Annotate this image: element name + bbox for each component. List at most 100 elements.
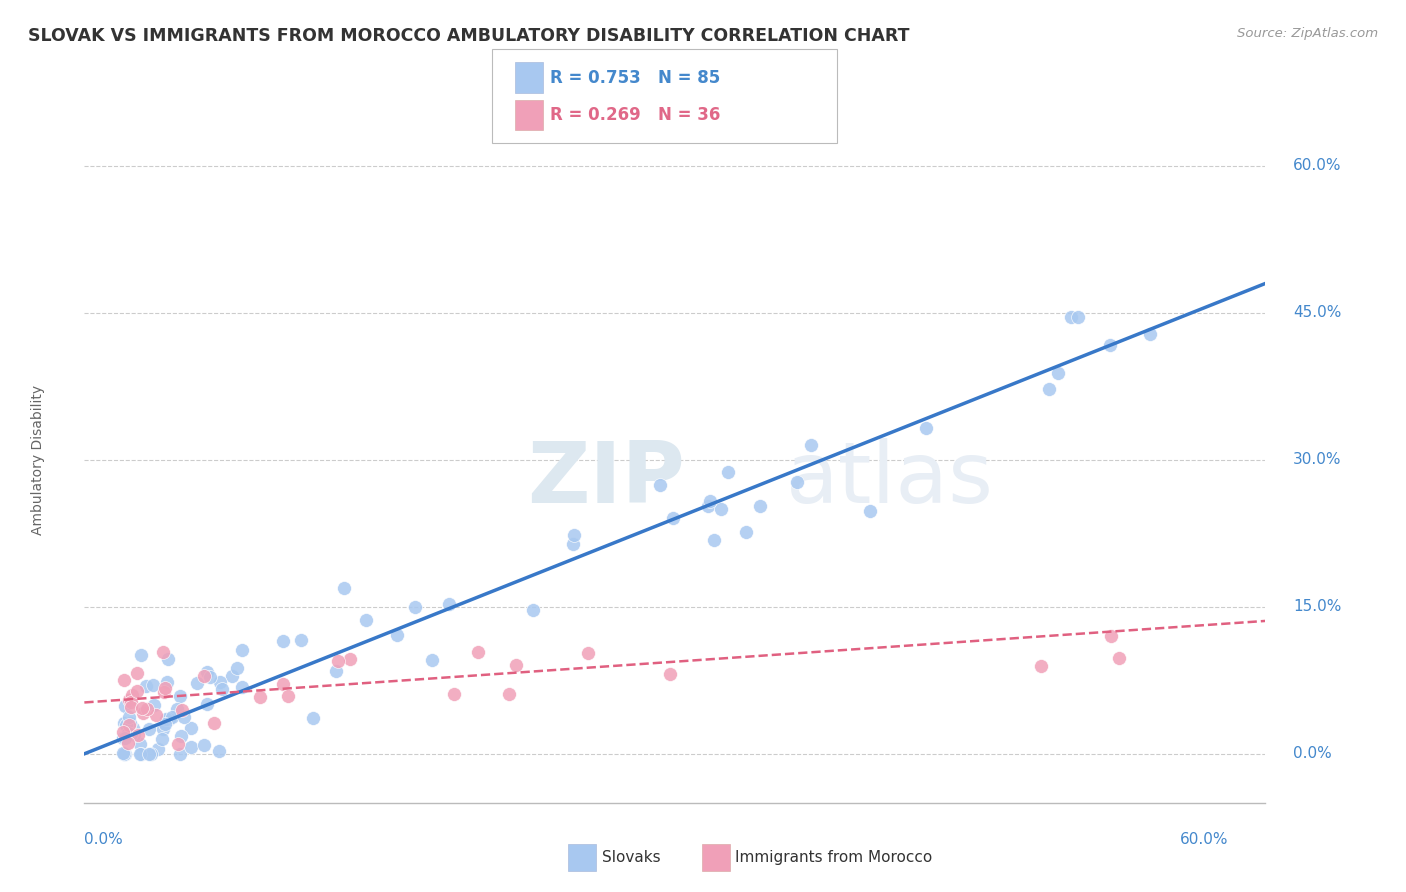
Point bbox=[112, 725, 135, 739]
Text: 60.0%: 60.0% bbox=[1180, 832, 1229, 847]
Point bbox=[152, 722, 174, 736]
Point bbox=[153, 716, 176, 731]
Point bbox=[180, 739, 202, 754]
Point bbox=[173, 710, 195, 724]
Point bbox=[127, 665, 149, 680]
Point bbox=[710, 501, 733, 516]
Point bbox=[325, 665, 347, 679]
Text: 45.0%: 45.0% bbox=[1294, 305, 1341, 320]
Point bbox=[169, 747, 191, 761]
Point bbox=[129, 648, 152, 662]
Point bbox=[193, 669, 215, 683]
Point bbox=[152, 645, 174, 659]
Point bbox=[145, 708, 167, 723]
Point bbox=[127, 728, 149, 742]
Point bbox=[271, 677, 294, 691]
Point bbox=[249, 690, 271, 705]
Point bbox=[142, 698, 165, 712]
Point bbox=[121, 688, 143, 702]
Point bbox=[1099, 629, 1122, 643]
Point bbox=[112, 715, 135, 730]
Point bbox=[115, 718, 138, 732]
Point bbox=[138, 747, 160, 761]
Point bbox=[146, 742, 169, 756]
Point bbox=[202, 716, 225, 731]
Text: 30.0%: 30.0% bbox=[1294, 452, 1341, 467]
Point bbox=[1060, 310, 1083, 325]
Point bbox=[142, 678, 165, 692]
Point bbox=[1108, 651, 1130, 665]
Point bbox=[155, 712, 177, 726]
Point bbox=[112, 746, 135, 760]
Point bbox=[129, 747, 152, 761]
Point bbox=[697, 499, 720, 513]
Point bbox=[120, 695, 142, 709]
Point bbox=[339, 652, 361, 666]
Point bbox=[662, 511, 685, 525]
Point bbox=[117, 736, 139, 750]
Text: 15.0%: 15.0% bbox=[1294, 599, 1341, 615]
Text: 0.0%: 0.0% bbox=[1294, 747, 1331, 761]
Point bbox=[180, 722, 202, 736]
Point bbox=[562, 537, 585, 551]
Point bbox=[118, 726, 141, 740]
Text: Slovaks: Slovaks bbox=[602, 850, 661, 864]
Point bbox=[114, 747, 136, 761]
Point bbox=[152, 685, 174, 699]
Point bbox=[141, 747, 163, 761]
Point bbox=[221, 669, 243, 683]
Point bbox=[120, 715, 142, 730]
Point bbox=[437, 597, 460, 611]
Point bbox=[1029, 658, 1052, 673]
Point bbox=[208, 674, 231, 689]
Point bbox=[735, 524, 758, 539]
Point bbox=[156, 675, 179, 690]
Point bbox=[112, 747, 135, 761]
Point bbox=[699, 493, 721, 508]
Point bbox=[231, 680, 253, 694]
Point bbox=[703, 533, 725, 548]
Point bbox=[271, 633, 294, 648]
Point bbox=[138, 722, 160, 736]
Text: Source: ZipAtlas.com: Source: ZipAtlas.com bbox=[1237, 27, 1378, 40]
Point bbox=[290, 633, 312, 648]
Point bbox=[467, 645, 489, 659]
Point bbox=[117, 725, 139, 739]
Point bbox=[114, 731, 136, 746]
Point bbox=[562, 528, 585, 542]
Point bbox=[354, 613, 377, 627]
Point bbox=[166, 701, 188, 715]
Point bbox=[193, 739, 215, 753]
Point bbox=[498, 687, 520, 701]
Point bbox=[122, 728, 145, 742]
Point bbox=[169, 689, 191, 703]
Point bbox=[153, 681, 176, 696]
Point bbox=[326, 654, 349, 668]
Point bbox=[195, 665, 218, 679]
Text: ZIP: ZIP bbox=[527, 438, 685, 521]
Point bbox=[1139, 327, 1161, 342]
Point bbox=[749, 499, 772, 513]
Point bbox=[198, 670, 221, 684]
Point bbox=[160, 710, 183, 724]
Point bbox=[112, 673, 135, 687]
Point bbox=[277, 689, 299, 703]
Point bbox=[211, 682, 233, 697]
Text: SLOVAK VS IMMIGRANTS FROM MOROCCO AMBULATORY DISABILITY CORRELATION CHART: SLOVAK VS IMMIGRANTS FROM MOROCCO AMBULA… bbox=[28, 27, 910, 45]
Text: atlas: atlas bbox=[786, 438, 994, 521]
Point bbox=[786, 475, 808, 490]
Point bbox=[150, 732, 173, 747]
Point bbox=[717, 465, 740, 479]
Point bbox=[118, 718, 141, 732]
Point bbox=[128, 737, 150, 751]
Point bbox=[120, 727, 142, 741]
Point bbox=[385, 628, 408, 642]
Point bbox=[1047, 366, 1070, 380]
Point bbox=[112, 731, 135, 746]
Point bbox=[131, 701, 153, 715]
Point bbox=[1066, 310, 1088, 324]
Point bbox=[129, 747, 152, 761]
Point bbox=[186, 675, 208, 690]
Point bbox=[122, 722, 145, 736]
Point bbox=[659, 666, 682, 681]
